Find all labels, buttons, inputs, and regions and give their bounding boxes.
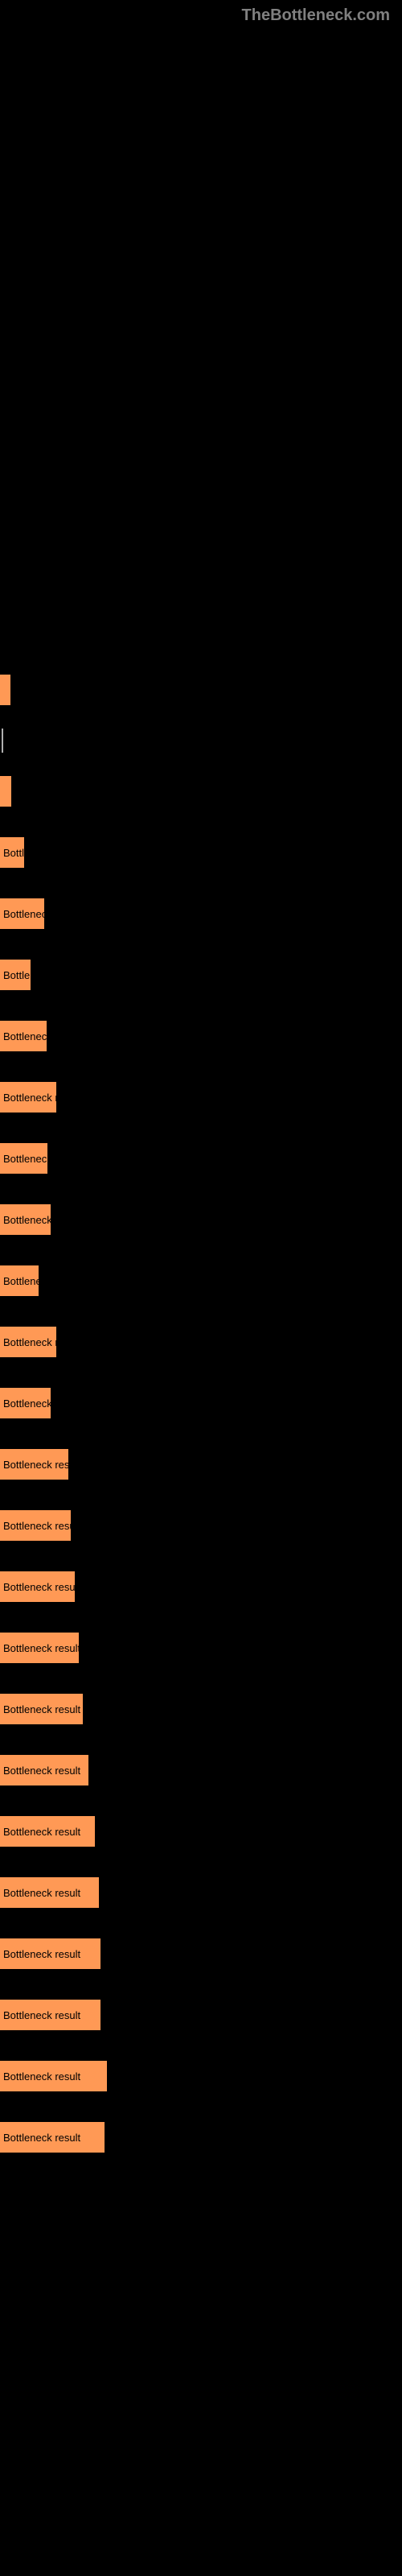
chart-bar: Bottleneck result (0, 1755, 88, 1785)
bar-row: Bottleneck result (0, 1556, 402, 1617)
chart-bar: Bottleneck result (0, 2061, 107, 2091)
chart-bar: Bottleneck r (0, 1021, 47, 1051)
bar-label: Bottleneck result (3, 1520, 71, 1532)
chart-bar: Bottleneck re (0, 1204, 51, 1235)
chart-bar: Bottleneck result (0, 1449, 68, 1480)
chart-bar: Bottleneck (0, 898, 44, 929)
chart-bar (0, 776, 11, 807)
bar-row: Bottle (0, 822, 402, 883)
bar-label: Bottleneck (3, 908, 44, 920)
bar-row: Bottleneck r (0, 1128, 402, 1189)
chart-bar: Bottleneck resu (0, 1327, 56, 1357)
bar-label: Bottlen (3, 969, 31, 981)
axis-marker (2, 729, 3, 753)
bar-row: Bottleneck resu (0, 1067, 402, 1128)
chart-bar: Bottleneck result (0, 1633, 79, 1663)
bar-label: Bottleneck result (3, 1887, 80, 1899)
chart-bar (0, 675, 10, 705)
bar-row: Bottleneck resu (0, 1311, 402, 1373)
spacer-top (0, 31, 402, 659)
chart-bar: Bottleneck result (0, 2122, 105, 2153)
bar-row: Bottlen (0, 944, 402, 1005)
bar-label: Bottleneck result (3, 1581, 75, 1593)
bar-row: Bottleneck re (0, 1373, 402, 1434)
bar-label: Bottleneck result (3, 1948, 80, 1960)
bar-row: Bottleneck result (0, 1862, 402, 1923)
bar-label: Bottleneck re (3, 1214, 51, 1226)
bar-row: Bottleneck result (0, 1434, 402, 1495)
bar-row (0, 659, 402, 720)
bar-row: Bottleneck result (0, 2046, 402, 2107)
bar-row: Bottleneck result (0, 1678, 402, 1740)
bar-label: Bottleneck re (3, 1397, 51, 1410)
chart-bar: Bottleneck result (0, 1938, 100, 1969)
bar-label: Bottleneck result (3, 2070, 80, 2083)
bar-row (0, 761, 402, 822)
chart-bar: Bottleneck result (0, 1510, 71, 1541)
chart-bar: Bottleneck result (0, 1571, 75, 1602)
bar-label: Bottleneck result (3, 1765, 80, 1777)
bar-label: Bottleneck result (3, 1459, 68, 1471)
chart-bar: Bottleneck result (0, 1877, 99, 1908)
chart-bar: Bottleneck result (0, 1694, 83, 1724)
chart-bar: Bottle (0, 837, 24, 868)
chart-bar: Bottleneck r (0, 1143, 47, 1174)
chart-bar: Bottleneck resu (0, 1082, 56, 1113)
bar-row: Bottleneck result (0, 1617, 402, 1678)
bar-label: Bottleneck result (3, 2009, 80, 2021)
bar-label: Bottleneck resu (3, 1336, 56, 1348)
bar-row: Bottleneck result (0, 1984, 402, 2046)
bar-label: Bottleneck resu (3, 1092, 56, 1104)
bar-label: Bottleneck result (3, 1642, 79, 1654)
bar-label: Bottleneck r (3, 1030, 47, 1042)
chart-bar: Bottleneck result (0, 1816, 95, 1847)
bar-label: Bottleneck r (3, 1153, 47, 1165)
bar-label: Bottlenec (3, 1275, 39, 1287)
site-name: TheBottleneck.com (0, 0, 402, 31)
chart-bar: Bottlenec (0, 1265, 39, 1296)
bar-row: Bottleneck result (0, 1801, 402, 1862)
bar-row: Bottleneck re (0, 1189, 402, 1250)
bar-row (0, 720, 402, 761)
bar-row: Bottleneck result (0, 1740, 402, 1801)
bar-row: Bottleneck r (0, 1005, 402, 1067)
bar-label: Bottle (3, 847, 24, 859)
bar-row: Bottleneck result (0, 2107, 402, 2168)
chart-bar: Bottleneck re (0, 1388, 51, 1418)
bar-row: Bottleneck result (0, 1495, 402, 1556)
bar-label: Bottleneck result (3, 2132, 80, 2144)
chart-bar: Bottlen (0, 960, 31, 990)
bar-label: Bottleneck result (3, 1826, 80, 1838)
bar-label: Bottleneck result (3, 1703, 80, 1715)
bar-row: Bottlenec (0, 1250, 402, 1311)
bar-chart: Bottle Bottleneck Bottlen Bottleneck r Bottl… (0, 659, 402, 2168)
bar-row: Bottleneck (0, 883, 402, 944)
chart-bar: Bottleneck result (0, 2000, 100, 2030)
bar-row: Bottleneck result (0, 1923, 402, 1984)
